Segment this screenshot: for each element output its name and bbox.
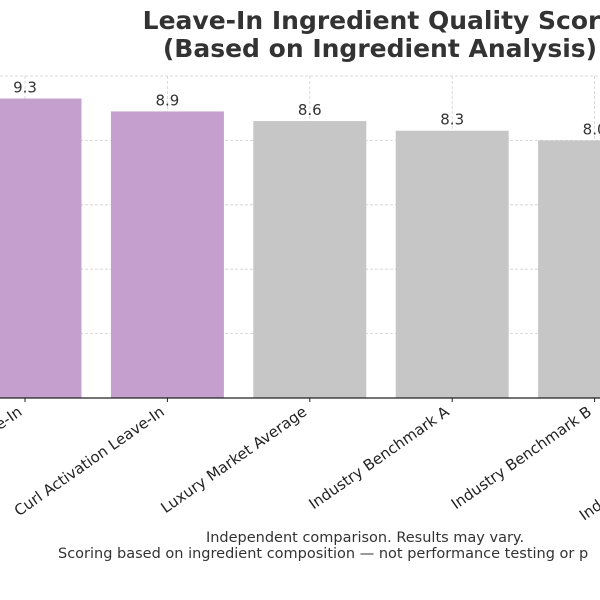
value-label: 8.0 bbox=[583, 120, 600, 138]
value-label: 8.3 bbox=[440, 111, 464, 129]
chart-title-line-2: (Based on Ingredient Analysis) bbox=[163, 34, 597, 63]
x-tick-label: Ind bbox=[576, 496, 600, 524]
bar bbox=[110, 111, 224, 399]
bars: 9.3 8.9 8.6 8.3 8.0 bbox=[0, 79, 600, 399]
value-label: 8.6 bbox=[298, 101, 322, 119]
bar bbox=[253, 121, 367, 398]
x-tick-label: e-In bbox=[0, 403, 25, 434]
value-label: 9.3 bbox=[13, 79, 37, 97]
footer-note-1: Independent comparison. Results may vary… bbox=[206, 530, 524, 546]
x-tick-label: Luxury Market Average bbox=[157, 403, 310, 517]
chart-title-line-1: Leave-In Ingredient Quality Score bbox=[143, 6, 600, 35]
bar bbox=[0, 98, 82, 398]
x-tick-label: Industry Benchmark B bbox=[448, 403, 595, 514]
value-label: 8.9 bbox=[155, 91, 179, 109]
footer-note-2: Scoring based on ingredient composition … bbox=[58, 546, 588, 562]
bar bbox=[538, 140, 600, 398]
x-tick-label: Curl Activation Leave-In bbox=[11, 403, 168, 520]
bar bbox=[395, 130, 509, 399]
x-tick-label: Industry Benchmark A bbox=[305, 402, 453, 513]
